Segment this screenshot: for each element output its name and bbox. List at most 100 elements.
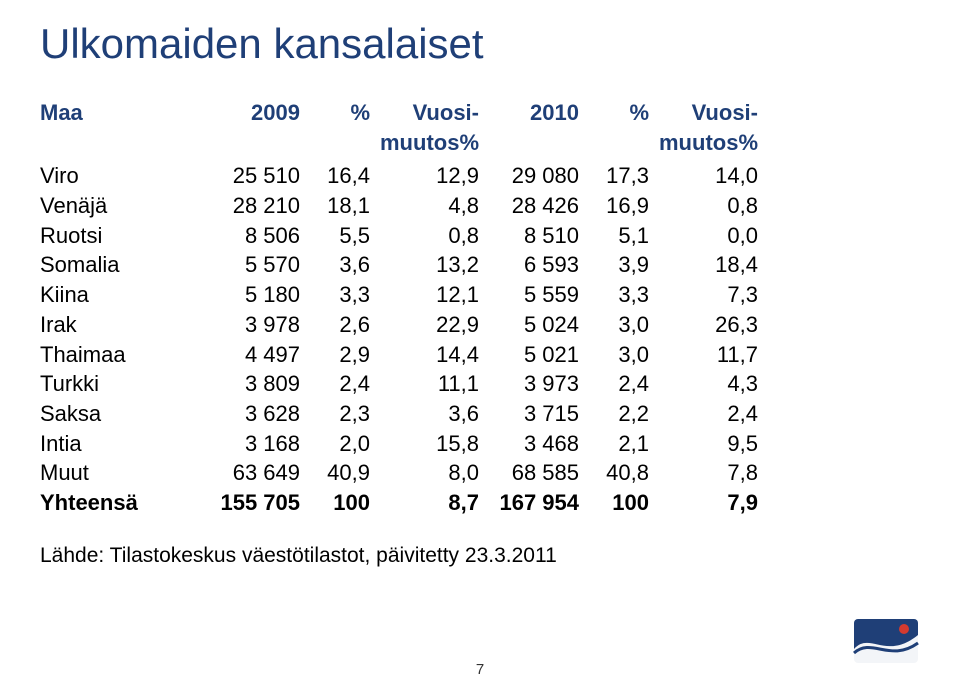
- row-value: 68 585: [489, 458, 589, 488]
- table-row: Saksa3 6282,33,63 7152,22,4: [40, 399, 768, 429]
- row-value: 16,4: [310, 161, 380, 191]
- row-value: 5 559: [489, 280, 589, 310]
- row-value: 4,3: [659, 369, 768, 399]
- row-value: 4 497: [210, 340, 310, 370]
- page-number: 7: [0, 661, 960, 678]
- table-col-header: Vuosi-muutos%: [659, 98, 768, 161]
- row-value: 12,1: [380, 280, 489, 310]
- row-value: 5,1: [589, 221, 659, 251]
- row-value: 63 649: [210, 458, 310, 488]
- row-value: 12,9: [380, 161, 489, 191]
- row-value: 3 978: [210, 310, 310, 340]
- row-value: 2,4: [659, 399, 768, 429]
- row-value: 2,6: [310, 310, 380, 340]
- row-value: 3,3: [589, 280, 659, 310]
- row-value: 2,3: [310, 399, 380, 429]
- row-value: 3 715: [489, 399, 589, 429]
- row-value: 3 468: [489, 429, 589, 459]
- row-value: 4,8: [380, 191, 489, 221]
- row-value: 3 168: [210, 429, 310, 459]
- table-row: Intia3 1682,015,83 4682,19,5: [40, 429, 768, 459]
- row-value: 29 080: [489, 161, 589, 191]
- row-value: 3,3: [310, 280, 380, 310]
- row-value: 40,8: [589, 458, 659, 488]
- table-header: Maa2009%Vuosi-muutos%2010%Vuosi-muutos%: [40, 98, 768, 161]
- row-value: 8 506: [210, 221, 310, 251]
- row-value: 11,1: [380, 369, 489, 399]
- row-value: 18,1: [310, 191, 380, 221]
- total-value: 7,9: [659, 488, 768, 518]
- row-value: 28 210: [210, 191, 310, 221]
- row-value: 3,0: [589, 310, 659, 340]
- row-value: 18,4: [659, 250, 768, 280]
- row-value: 3,0: [589, 340, 659, 370]
- table-row: Thaimaa4 4972,914,45 0213,011,7: [40, 340, 768, 370]
- row-label: Irak: [40, 310, 210, 340]
- row-value: 3,6: [310, 250, 380, 280]
- table-row: Venäjä28 21018,14,828 42616,90,8: [40, 191, 768, 221]
- row-value: 7,3: [659, 280, 768, 310]
- table-row: Muut63 64940,98,068 58540,87,8: [40, 458, 768, 488]
- table-row: Somalia5 5703,613,26 5933,918,4: [40, 250, 768, 280]
- row-value: 3,6: [380, 399, 489, 429]
- table-col-header: Maa: [40, 98, 210, 161]
- table-body: Viro25 51016,412,929 08017,314,0Venäjä28…: [40, 161, 768, 517]
- table-row: Kiina5 1803,312,15 5593,37,3: [40, 280, 768, 310]
- row-value: 22,9: [380, 310, 489, 340]
- row-label: Saksa: [40, 399, 210, 429]
- row-value: 2,4: [589, 369, 659, 399]
- table-row: Ruotsi8 5065,50,88 5105,10,0: [40, 221, 768, 251]
- row-value: 0,8: [380, 221, 489, 251]
- table-col-header: %: [310, 98, 380, 161]
- row-label: Muut: [40, 458, 210, 488]
- total-value: 155 705: [210, 488, 310, 518]
- row-value: 5 180: [210, 280, 310, 310]
- row-value: 2,1: [589, 429, 659, 459]
- row-value: 28 426: [489, 191, 589, 221]
- row-value: 25 510: [210, 161, 310, 191]
- row-value: 2,9: [310, 340, 380, 370]
- row-value: 3 973: [489, 369, 589, 399]
- row-value: 3 628: [210, 399, 310, 429]
- row-label: Thaimaa: [40, 340, 210, 370]
- row-label: Viro: [40, 161, 210, 191]
- table-row: Irak3 9782,622,95 0243,026,3: [40, 310, 768, 340]
- row-value: 40,9: [310, 458, 380, 488]
- row-value: 2,4: [310, 369, 380, 399]
- row-value: 7,8: [659, 458, 768, 488]
- row-value: 15,8: [380, 429, 489, 459]
- table-col-header: 2009: [210, 98, 310, 161]
- row-value: 26,3: [659, 310, 768, 340]
- table-col-header: %: [589, 98, 659, 161]
- data-table: Maa2009%Vuosi-muutos%2010%Vuosi-muutos% …: [40, 98, 768, 518]
- slide-title: Ulkomaiden kansalaiset: [40, 20, 920, 68]
- table-total-row: Yhteensä155 7051008,7167 9541007,9: [40, 488, 768, 518]
- row-value: 5 570: [210, 250, 310, 280]
- row-label: Intia: [40, 429, 210, 459]
- row-value: 0,8: [659, 191, 768, 221]
- row-label: Turkki: [40, 369, 210, 399]
- row-value: 16,9: [589, 191, 659, 221]
- row-value: 5,5: [310, 221, 380, 251]
- row-value: 0,0: [659, 221, 768, 251]
- row-label: Kiina: [40, 280, 210, 310]
- row-value: 5 021: [489, 340, 589, 370]
- total-label: Yhteensä: [40, 488, 210, 518]
- row-value: 5 024: [489, 310, 589, 340]
- row-label: Ruotsi: [40, 221, 210, 251]
- table-row: Viro25 51016,412,929 08017,314,0: [40, 161, 768, 191]
- row-value: 3 809: [210, 369, 310, 399]
- total-value: 100: [589, 488, 659, 518]
- row-value: 14,0: [659, 161, 768, 191]
- total-value: 8,7: [380, 488, 489, 518]
- total-value: 167 954: [489, 488, 589, 518]
- table-col-header: Vuosi-muutos%: [380, 98, 489, 161]
- row-value: 8,0: [380, 458, 489, 488]
- row-value: 2,0: [310, 429, 380, 459]
- logo: [846, 613, 926, 674]
- total-value: 100: [310, 488, 380, 518]
- row-value: 2,2: [589, 399, 659, 429]
- row-value: 17,3: [589, 161, 659, 191]
- row-value: 6 593: [489, 250, 589, 280]
- row-value: 3,9: [589, 250, 659, 280]
